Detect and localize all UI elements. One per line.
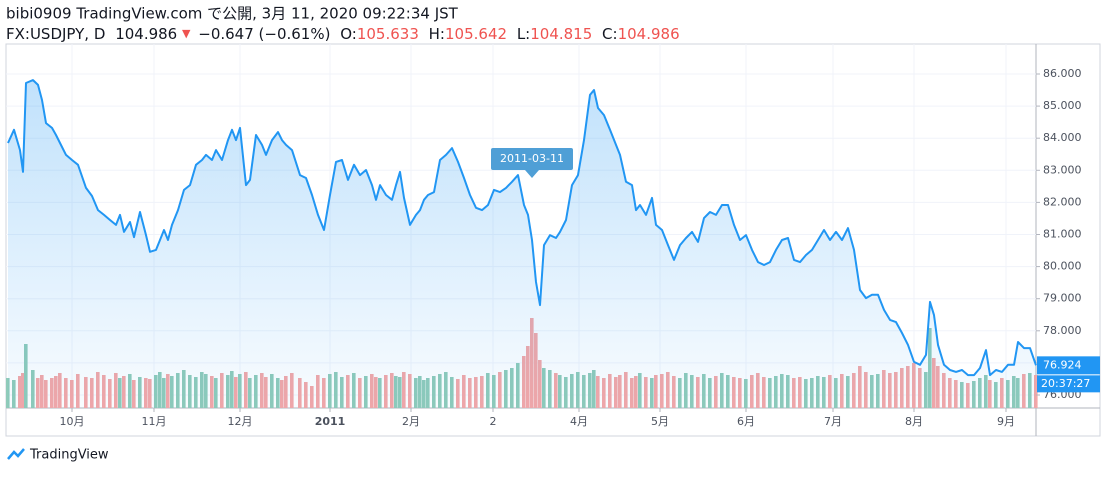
y-tick-label: 79.000 [1043,292,1082,305]
x-tick-label: 6月 [737,415,755,428]
close-label: C: [602,25,618,43]
low: 104.815 [530,25,592,43]
logo-icon [7,448,25,460]
y-tick-label: 82.000 [1043,195,1082,208]
annotation-pointer [525,169,539,178]
x-tick-label: 4月 [570,415,588,428]
high: 105.642 [445,25,507,43]
last: 104.986 [115,25,177,43]
last-price-box [1037,356,1100,375]
quote-line: FX:USDJPY, D 104.986 ▼ −0.647 (−0.61%) O… [6,25,680,43]
x-tick-label: 2011 [315,415,346,428]
open-label: O: [340,25,357,43]
annotation-text: 2011-03-11 [500,152,564,165]
y-tick-label: 84.000 [1043,131,1082,144]
countdown: 20:37:27 [1041,377,1090,390]
annotation-box [491,147,573,170]
axes: 76.00077.00078.00079.00080.00081.00082.0… [60,67,1100,428]
chart-frame [5,43,1101,437]
price-line [7,79,1037,377]
x-tick-label: 5月 [651,415,669,428]
x-tick-label: 11月 [142,415,167,428]
y-tick-label: 80.000 [1043,260,1082,273]
brand: TradingView [29,448,109,463]
x-tick-label: 2 [490,415,497,428]
y-tick-label: 86.000 [1043,67,1082,80]
logo: TradingView [7,448,109,463]
change: −0.647 (−0.61%) [198,25,330,43]
area-fill [8,80,1036,408]
publisher: bibi0909 TradingView.com で公開, 3月 11, 202… [6,5,459,23]
y-tick-label: 83.000 [1043,163,1082,176]
high-label: H: [429,25,445,43]
open: 105.633 [357,25,419,43]
x-tick-label: 9月 [997,415,1015,428]
x-tick-label: 8月 [905,415,923,428]
x-tick-label: 10月 [60,415,85,428]
y-tick-label: 85.000 [1043,99,1082,112]
y-tick-label: 81.000 [1043,227,1082,240]
volume-bar [6,378,10,408]
plot: 2011-03-11 [7,79,1037,408]
x-tick-label: 2月 [402,415,420,428]
y-tick-label: 78.000 [1043,324,1082,337]
x-tick-label: 7月 [824,415,842,428]
last-price: 76.924 [1043,358,1082,371]
x-tick-label: 12月 [228,415,253,428]
countdown-box [1037,375,1100,393]
symbol: FX:USDJPY, D [6,25,105,43]
low-label: L: [517,25,530,43]
arrow: ▼ [182,27,191,40]
close: 104.986 [618,25,680,43]
